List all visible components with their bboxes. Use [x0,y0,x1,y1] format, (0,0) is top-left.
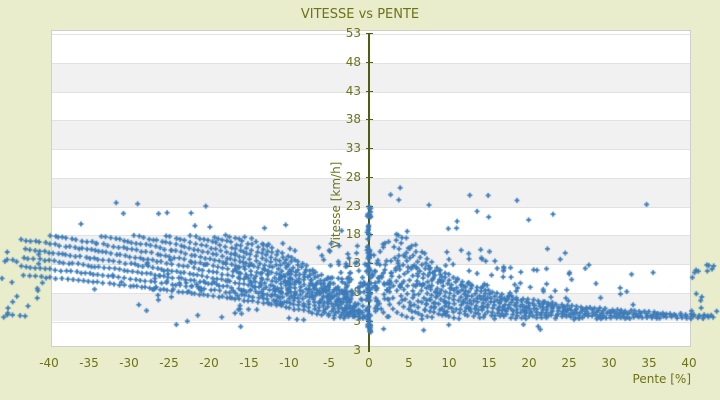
y-axis-tick [366,61,373,63]
gridline [52,177,690,179]
y-axis-line [368,33,370,352]
grid-band [52,177,690,207]
y-axis-tick [366,33,373,35]
grid-band [52,292,690,322]
y-axis-tick [366,90,373,92]
y-axis-tick [366,320,373,322]
x-axis-title: Pente [%] [632,372,691,386]
y-tick-label: 8 [353,284,361,299]
x-tick-label: -20 [199,356,219,370]
y-tick-label: 23 [345,198,361,213]
x-tick-label: 20 [521,356,537,370]
y-tick-label: 48 [345,54,361,69]
y-axis-tick [366,291,373,293]
gridline [52,34,690,36]
y-axis-tick [366,234,373,236]
x-tick-label: 0 [365,356,373,370]
x-tick-label: 35 [641,356,657,370]
y-axis-tick [366,263,373,265]
y-axis-tick [366,148,373,150]
x-tick-label: -5 [323,356,335,370]
y-tick-label: 38 [345,112,361,127]
y-tick-label: 43 [345,83,361,98]
x-tick-label: 40 [681,356,697,370]
gridline [52,235,690,237]
y-tick-label: 53 [345,26,361,41]
y-axis-tick [366,176,373,178]
y-axis-tick [366,119,373,121]
x-tick-label: 10 [441,356,457,370]
grid-band [52,120,690,150]
y-tick-label: 3 [353,313,361,328]
gridline [52,149,690,151]
gridline [52,120,690,122]
y-tick-label: 13 [345,256,361,271]
grid-band [52,235,690,265]
x-tick-label: 5 [405,356,413,370]
x-tick-label: -25 [159,356,179,370]
y-tick-label: 28 [345,169,361,184]
y-tick-label: 33 [345,141,361,156]
gridline [52,321,690,323]
plot-area [51,30,691,347]
grid-band [52,62,690,92]
gridline [52,91,690,93]
x-tick-label: -40 [39,356,59,370]
y-axis-tick [366,205,373,207]
x-tick-label: -35 [79,356,99,370]
gridline [52,62,690,64]
chart-title: VITESSE vs PENTE [300,7,420,22]
x-tick-label: 25 [561,356,577,370]
x-tick-label: 30 [601,356,617,370]
y-tick-label: 18 [345,227,361,242]
x-tick-label: 15 [481,356,497,370]
y-axis-bottom-label: 3 [353,343,361,357]
gridline [52,206,690,208]
x-tick-label: -10 [279,356,299,370]
gridline [52,264,690,266]
x-tick-label: -30 [119,356,139,370]
x-tick-label: -15 [239,356,259,370]
gridline [52,292,690,294]
